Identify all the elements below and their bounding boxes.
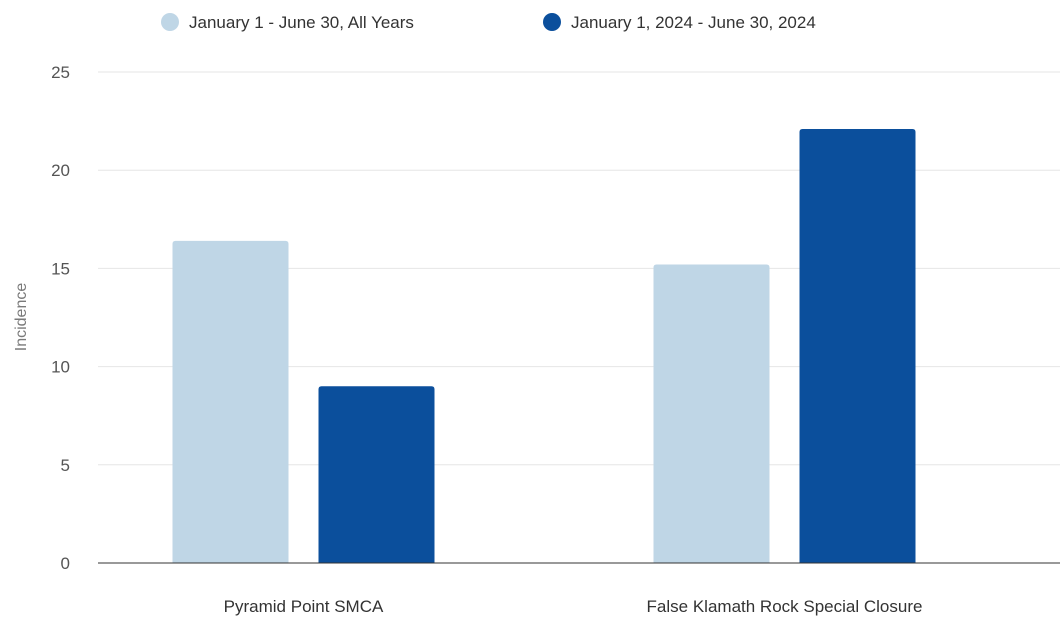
- bar-2024-0: [318, 386, 435, 563]
- legend-marker-0: [161, 13, 179, 31]
- bar-all-years-0: [172, 240, 289, 564]
- y-tick-label: 10: [51, 358, 70, 377]
- bars: [172, 128, 916, 564]
- bar-all-years-1: [653, 264, 770, 563]
- x-tick-label: Pyramid Point SMCA: [224, 597, 384, 616]
- legend-marker-1: [543, 13, 561, 31]
- y-tick-label: 5: [61, 456, 70, 475]
- y-axis-title: Incidence: [13, 283, 30, 352]
- y-tick-label: 25: [51, 63, 70, 82]
- legend: January 1 - June 30, All Years January 1,…: [161, 13, 816, 32]
- x-axis-labels: Pyramid Point SMCA False Klamath Rock Spe…: [224, 597, 923, 616]
- legend-label-0: January 1 - June 30, All Years: [189, 13, 414, 32]
- legend-label-1: January 1, 2024 - June 30, 2024: [571, 13, 816, 32]
- y-tick-label: 20: [51, 161, 70, 180]
- y-axis-ticks: 0 5 10 15 20 25: [51, 63, 70, 573]
- x-tick-label: False Klamath Rock Special Closure: [647, 597, 923, 616]
- y-tick-label: 0: [61, 554, 70, 573]
- bar-2024-1: [799, 128, 916, 563]
- y-tick-label: 15: [51, 259, 70, 278]
